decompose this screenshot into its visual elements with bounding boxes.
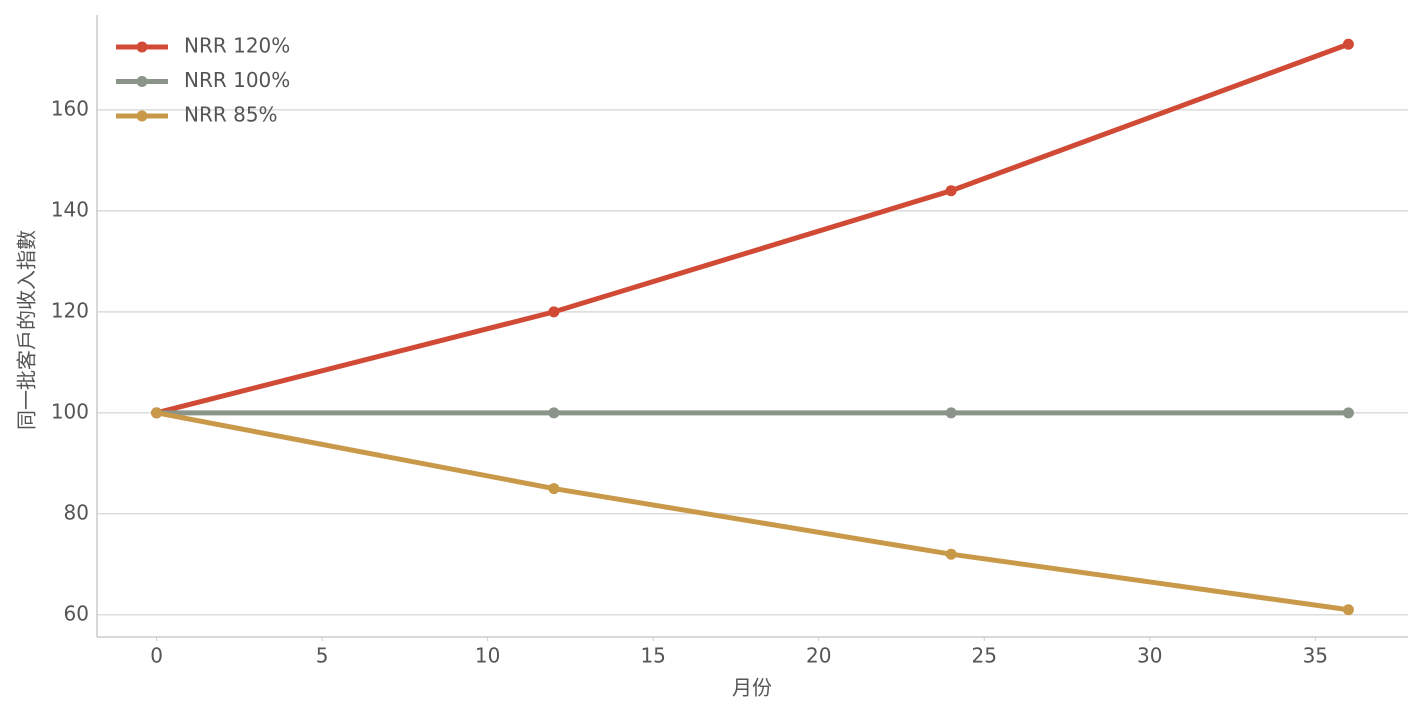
x-tick-label: 35 (1303, 644, 1328, 668)
point (1342, 38, 1354, 50)
legend-label: NRR 120% (184, 34, 290, 58)
legend-marker (136, 76, 148, 87)
x-tick-label: 10 (475, 644, 500, 668)
point (945, 407, 957, 419)
legend-label: NRR 85% (184, 103, 278, 127)
series-line (156, 410, 1349, 613)
y-tick-label: 140 (51, 197, 89, 221)
point (548, 483, 560, 495)
point (945, 548, 957, 560)
point (548, 306, 560, 318)
x-axis-label: 月份 (732, 676, 772, 700)
x-tick-label: 15 (640, 644, 665, 668)
x-tick-label: 5 (316, 644, 329, 668)
series-line (155, 41, 1350, 416)
y-tick-label: 160 (51, 96, 89, 120)
y-tick-label: 60 (64, 601, 89, 625)
y-axis-label: 同一批客戶的收入指數 (15, 230, 39, 430)
point (151, 407, 163, 419)
y-tick-label: 120 (51, 298, 89, 322)
x-tick-label: 20 (806, 644, 831, 668)
y-tick-label: 100 (51, 399, 89, 423)
legend-label: NRR 100% (184, 68, 290, 92)
point (1342, 604, 1354, 616)
legend-marker (136, 41, 148, 53)
point (945, 185, 957, 197)
point (1342, 407, 1354, 419)
point (548, 407, 560, 419)
x-tick-label: 25 (972, 644, 997, 668)
legend-marker (136, 110, 148, 122)
y-tick-label: 80 (64, 500, 89, 524)
x-tick-label: 0 (150, 644, 163, 668)
x-tick-label: 30 (1137, 644, 1162, 668)
